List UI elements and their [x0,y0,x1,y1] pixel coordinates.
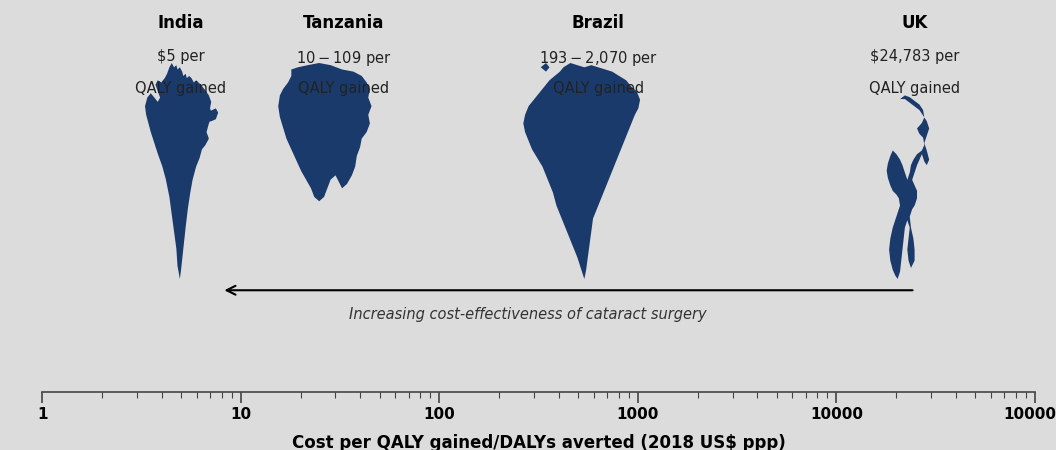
Text: QALY gained: QALY gained [298,81,390,96]
Text: QALY gained: QALY gained [869,81,960,96]
Text: QALY gained: QALY gained [135,81,227,96]
Polygon shape [145,63,212,279]
Polygon shape [202,108,219,122]
Text: $24,783 per: $24,783 per [870,50,959,64]
X-axis label: Cost per QALY gained/DALYs averted (2018 US$ ppp): Cost per QALY gained/DALYs averted (2018… [291,434,786,450]
Text: $10 - $109 per: $10 - $109 per [296,50,392,68]
Polygon shape [887,95,929,279]
Text: $5 per: $5 per [157,50,205,64]
Text: Brazil: Brazil [571,14,625,32]
Text: Tanzania: Tanzania [303,14,384,32]
Polygon shape [541,63,549,72]
Text: India: India [157,14,204,32]
Text: Increasing cost-effectiveness of cataract surgery: Increasing cost-effectiveness of catarac… [350,307,706,322]
Text: QALY gained: QALY gained [552,81,644,96]
Text: $193 - $2,070 per: $193 - $2,070 per [539,50,658,68]
Polygon shape [278,63,372,201]
Text: UK: UK [902,14,928,32]
Polygon shape [524,63,640,279]
